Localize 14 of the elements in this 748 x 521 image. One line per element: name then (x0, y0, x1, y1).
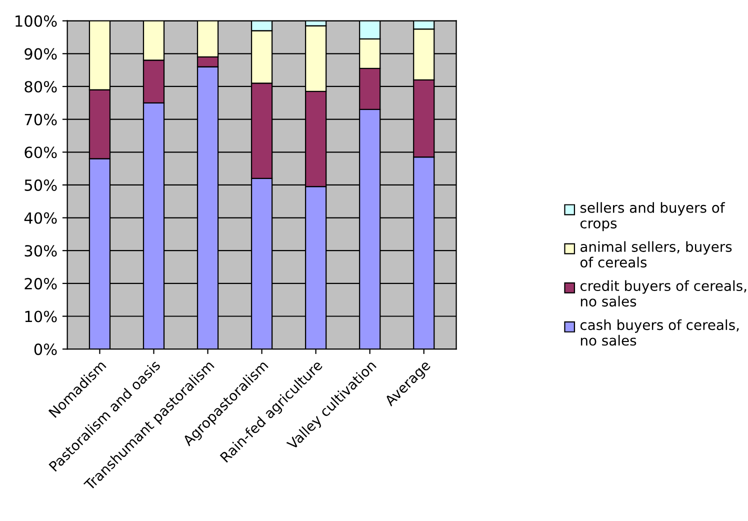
y-tick-label: 80% (24, 80, 57, 93)
y-tick-label: 20% (24, 278, 57, 290)
y-tick-label: 0% (34, 344, 57, 356)
y-tick-label: 30% (24, 245, 57, 257)
y-tick-label: 100% (16, 15, 57, 27)
legend-label: credit buyers of cereals, no sales (580, 280, 746, 307)
y-tick-label: 70% (24, 114, 57, 126)
y-tick-label: 10% (25, 310, 57, 322)
y-tick-label: 90% (24, 48, 57, 60)
y-tick-label: 40% (24, 212, 57, 224)
legend-label: cash buyers of cereals, no sales (580, 319, 739, 346)
y-tick-label: 50% (24, 179, 57, 191)
legend-label: animal sellers, buyers of cereals (580, 241, 732, 268)
y-tick-label: 60% (24, 146, 57, 158)
